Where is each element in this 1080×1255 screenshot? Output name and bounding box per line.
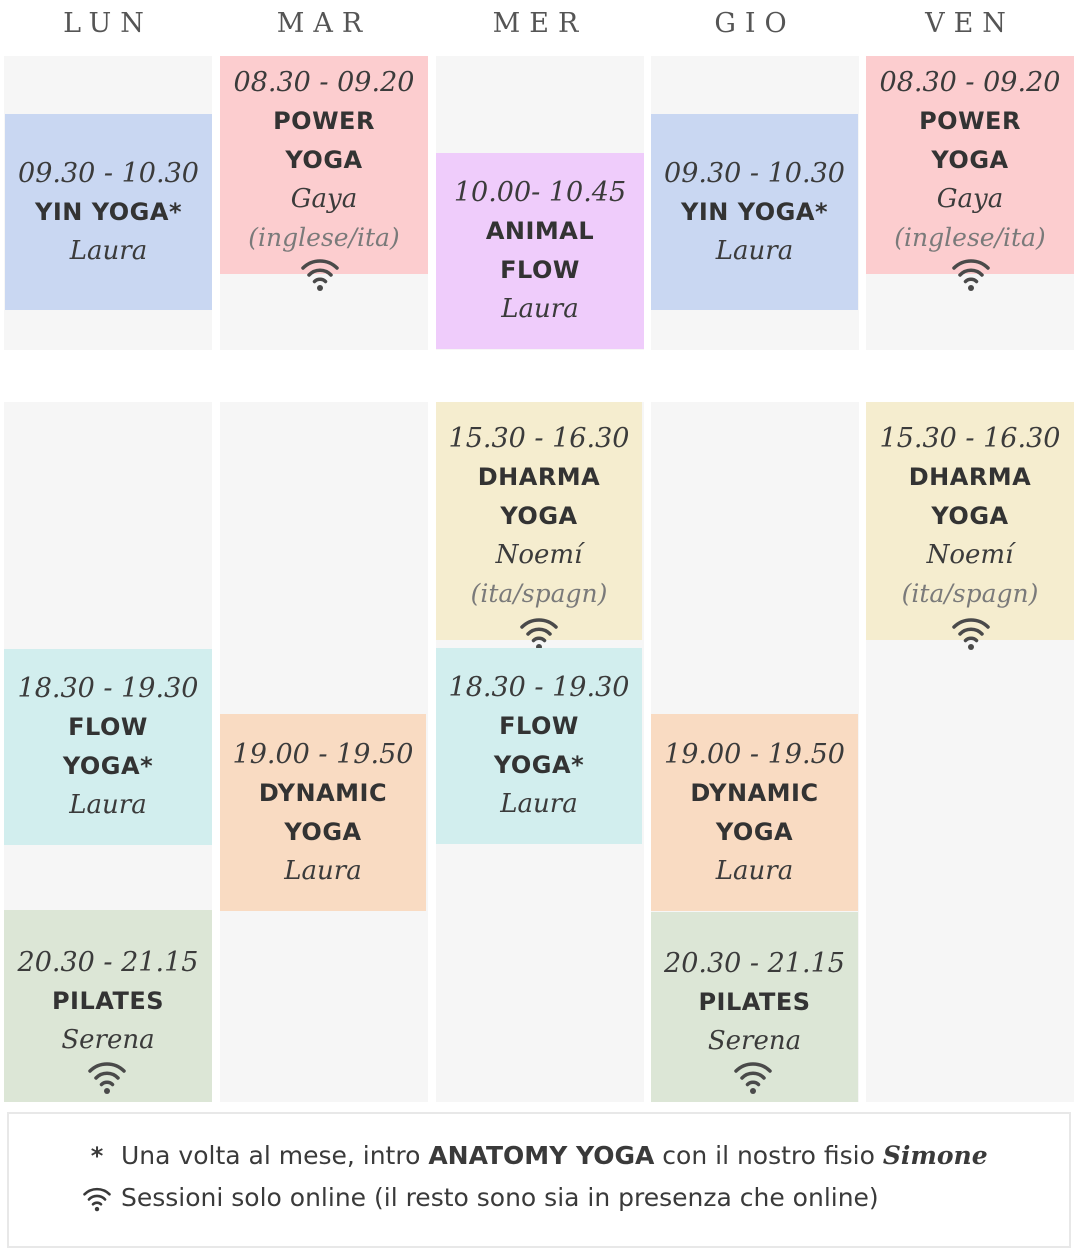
legend-row-anatomy: * Una volta al mese, intro ANATOMY YOGA …	[81, 1141, 988, 1170]
class-title: YOGA	[285, 146, 363, 174]
class-time: 15.30 - 16.30	[448, 423, 630, 454]
class-language: (inglese/ita)	[894, 223, 1046, 252]
wifi-icon	[301, 259, 339, 291]
class-time: 08.30 - 09.20	[879, 67, 1061, 98]
legend-text: Una volta al mese, intro ANATOMY YOGA co…	[121, 1141, 988, 1170]
class-time: 18.30 - 19.30	[448, 672, 630, 703]
class-title: FLOW	[500, 256, 580, 284]
class-title: DYNAMIC	[690, 778, 819, 807]
class-time: 08.30 - 09.20	[233, 67, 415, 98]
class-title: YOGA	[500, 502, 578, 530]
wifi-icon	[520, 618, 558, 650]
class-title: DHARMA	[477, 463, 601, 491]
class-title: POWER	[273, 107, 375, 135]
class-card-yin-yoga: 09.30 - 10.30 YIN YOGA* Laura	[5, 114, 212, 310]
class-time: 18.30 - 19.30	[17, 673, 199, 704]
class-teacher: Laura	[715, 855, 794, 886]
class-card-yin-yoga: 09.30 - 10.30 YIN YOGA* Laura	[651, 114, 858, 310]
class-language: (ita/spagn)	[901, 579, 1039, 608]
class-time: 19.00 - 19.50	[664, 738, 845, 770]
day-header-ven: VEN	[925, 8, 1015, 39]
wifi-icon	[952, 618, 990, 650]
class-title: YOGA	[715, 817, 794, 846]
class-time: 20.30 - 21.15	[664, 948, 845, 979]
class-card-flow-yoga: 18.30 - 19.30 FLOW YOGA* Laura	[4, 649, 212, 845]
class-time: 20.30 - 21.15	[17, 947, 199, 978]
class-card-dharma-yoga: 15.30 - 16.30 DHARMA YOGA Noemí (ita/spa…	[866, 402, 1074, 640]
class-card-animal-flow: 10.00- 10.45 ANIMAL FLOW Laura	[436, 153, 644, 349]
class-card-power-yoga: 08.30 - 09.20 POWER YOGA Gaya (inglese/i…	[866, 56, 1074, 274]
legend-text: Sessioni solo online (il resto sono sia …	[121, 1183, 879, 1212]
class-title: YOGA*	[62, 752, 154, 780]
class-time: 10.00- 10.45	[453, 177, 627, 208]
day-header-mer: MER	[492, 8, 588, 39]
class-language: (inglese/ita)	[248, 223, 400, 252]
class-time: 15.30 - 16.30	[879, 423, 1061, 454]
class-title: FLOW	[499, 712, 579, 740]
wifi-icon	[88, 1062, 126, 1094]
class-teacher: Laura	[501, 294, 579, 324]
class-time: 09.30 - 10.30	[664, 157, 845, 189]
wifi-icon	[952, 259, 990, 291]
class-teacher: Laura	[69, 790, 147, 820]
wifi-icon	[734, 1062, 772, 1094]
class-teacher: Laura	[69, 235, 148, 266]
class-teacher: Gaya	[290, 184, 358, 214]
asterisk-symbol: *	[90, 1141, 104, 1170]
class-title: FLOW	[68, 713, 148, 741]
class-teacher: Laura	[715, 235, 794, 266]
class-title: YIN YOGA*	[35, 197, 182, 226]
legend-box: * Una volta al mese, intro ANATOMY YOGA …	[7, 1112, 1071, 1248]
class-card-power-yoga: 08.30 - 09.20 POWER YOGA Gaya (inglese/i…	[220, 56, 428, 274]
day-header-mar: MAR	[276, 8, 372, 39]
class-teacher: Serena	[61, 1025, 155, 1055]
class-title: PILATES	[698, 988, 811, 1016]
class-card-dharma-yoga: 15.30 - 16.30 DHARMA YOGA Noemí (ita/spa…	[436, 402, 642, 640]
class-title: YOGA	[931, 502, 1009, 530]
class-title: PILATES	[51, 987, 165, 1015]
class-card-pilates: 20.30 - 21.15 PILATES Serena	[651, 912, 858, 1102]
wifi-icon	[83, 1187, 111, 1211]
day-header-lun: LUN	[63, 8, 153, 39]
class-title: YOGA*	[493, 751, 585, 779]
class-title: YIN YOGA*	[681, 197, 828, 226]
class-teacher: Laura	[500, 789, 578, 819]
class-title: DHARMA	[908, 463, 1032, 491]
class-card-dynamic-yoga: 19.00 - 19.50 DYNAMIC YOGA Laura	[220, 714, 426, 911]
class-time: 09.30 - 10.30	[18, 157, 199, 189]
class-teacher: Noemí	[926, 540, 1014, 570]
class-title: ANIMAL	[485, 217, 595, 245]
class-language: (ita/spagn)	[470, 579, 608, 608]
class-teacher: Laura	[284, 855, 362, 886]
class-time: 19.00 - 19.50	[232, 738, 414, 770]
class-teacher: Serena	[707, 1026, 802, 1056]
class-title: POWER	[919, 107, 1021, 135]
class-card-flow-yoga: 18.30 - 19.30 FLOW YOGA* Laura	[436, 648, 642, 844]
class-card-dynamic-yoga: 19.00 - 19.50 DYNAMIC YOGA Laura	[651, 714, 858, 911]
class-title: YOGA	[284, 817, 362, 846]
class-card-pilates: 20.30 - 21.15 PILATES Serena	[4, 910, 212, 1102]
class-teacher: Gaya	[936, 184, 1004, 214]
legend-row-online: Sessioni solo online (il resto sono sia …	[81, 1183, 879, 1212]
day-header-gio: GIO	[714, 8, 796, 39]
class-title: DYNAMIC	[258, 778, 388, 807]
class-title: YOGA	[931, 146, 1009, 174]
class-teacher: Noemí	[495, 540, 583, 570]
